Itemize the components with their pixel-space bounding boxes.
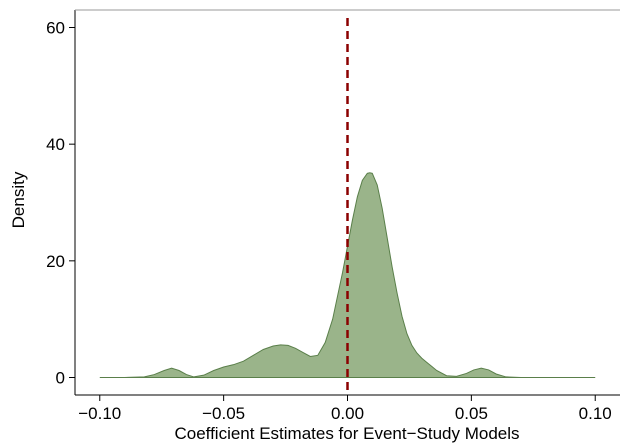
y-axis-title: Density [9,171,28,228]
plot-area [99,18,596,395]
x-tick-label: −0.05 [202,404,245,423]
y-tick-label: 20 [46,252,65,271]
y-tick-label: 40 [46,135,65,154]
tick-marks: −0.10 −0.05 0.00 0.05 0.10 0 20 40 60 [46,19,612,424]
density-area [99,172,596,378]
y-tick-label: 60 [46,19,65,38]
y-tick-label: 0 [56,369,65,388]
x-tick-label: 0.05 [455,404,488,423]
x-tick-label: −0.10 [78,404,121,423]
x-tick-label: 0.10 [579,404,612,423]
x-axis-title: Coefficient Estimates for Event−Study Mo… [174,424,519,443]
x-tick-label: 0.00 [331,404,364,423]
